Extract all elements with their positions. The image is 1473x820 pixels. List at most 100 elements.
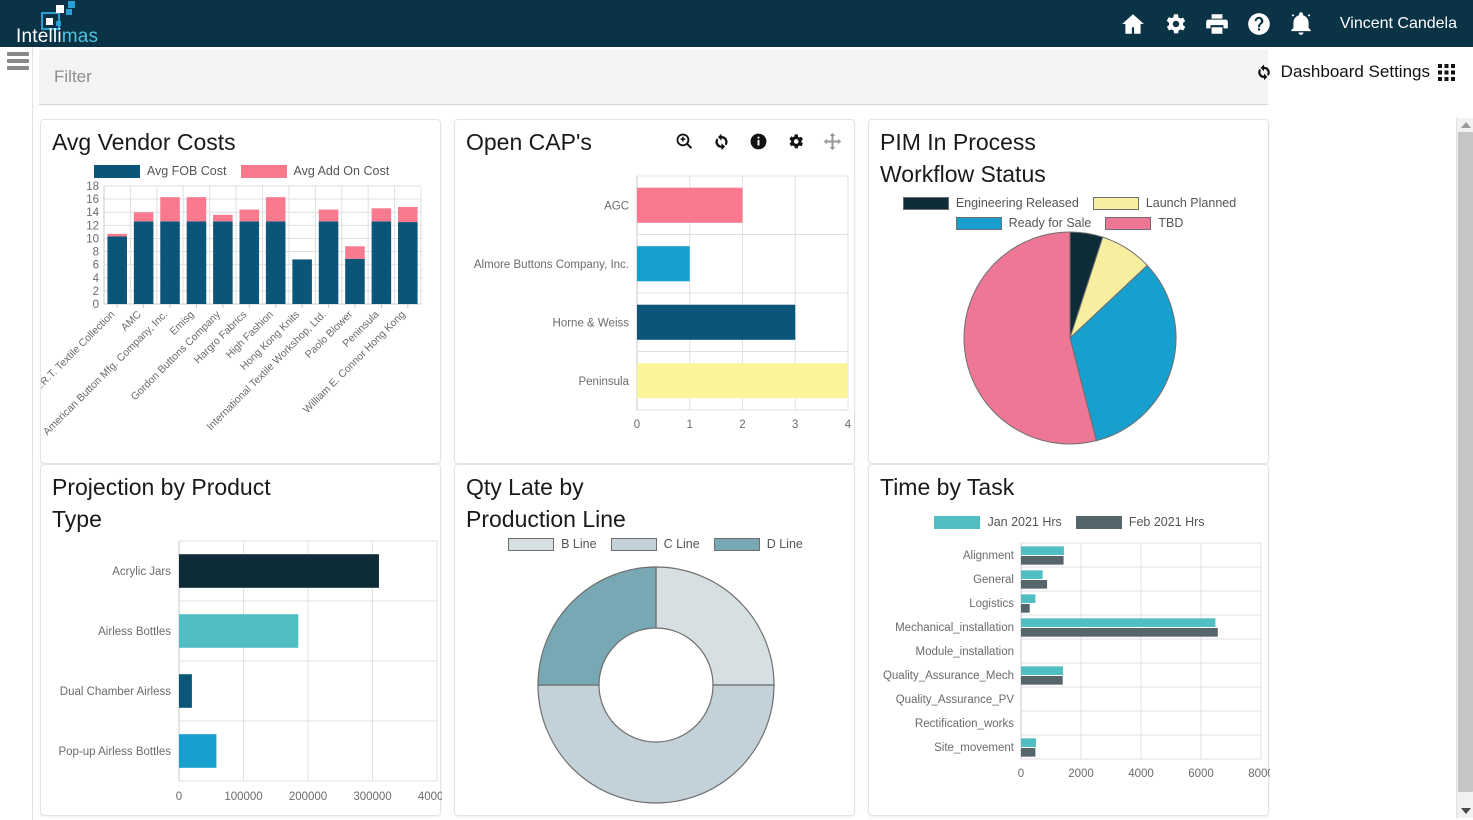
bar[interactable] bbox=[1021, 546, 1064, 555]
qty-late-donut-chart[interactable] bbox=[455, 561, 856, 817]
bar[interactable] bbox=[637, 187, 743, 223]
axis-tick-label: 8000 bbox=[1248, 768, 1270, 780]
pim-workflow-pie-chart[interactable] bbox=[869, 230, 1270, 462]
bar-segment[interactable] bbox=[371, 221, 392, 304]
menu-toggle-button[interactable] bbox=[7, 50, 29, 72]
bar[interactable] bbox=[179, 614, 299, 648]
refresh-icon[interactable] bbox=[1255, 63, 1273, 81]
bar-segment[interactable] bbox=[239, 221, 260, 304]
bar[interactable] bbox=[179, 734, 217, 768]
bar[interactable] bbox=[1021, 628, 1218, 637]
legend-item[interactable]: Avg Add On Cost bbox=[240, 164, 389, 178]
scroll-up-arrow[interactable] bbox=[1457, 118, 1473, 132]
panel-title: Projection by Product Type bbox=[52, 474, 271, 532]
gear-icon[interactable] bbox=[1162, 11, 1188, 37]
bar-segment[interactable] bbox=[345, 246, 365, 259]
bar[interactable] bbox=[637, 304, 796, 340]
chart-legend: Engineering Released Launch Planned Read… bbox=[899, 196, 1240, 230]
scroll-down-arrow[interactable] bbox=[1457, 804, 1473, 818]
filter-input[interactable] bbox=[39, 66, 1268, 88]
grid-apps-icon[interactable] bbox=[1438, 63, 1455, 81]
left-sidebar bbox=[0, 47, 33, 820]
bar[interactable] bbox=[1021, 556, 1064, 565]
legend-item[interactable]: TBD bbox=[1105, 216, 1183, 230]
donut-slice[interactable] bbox=[537, 684, 775, 804]
legend-item[interactable]: B Line bbox=[508, 537, 597, 551]
pie-slice[interactable] bbox=[963, 231, 1097, 445]
bar-segment[interactable] bbox=[318, 209, 339, 222]
bar[interactable] bbox=[1021, 618, 1216, 627]
legend-item[interactable]: Ready for Sale bbox=[955, 216, 1091, 230]
legend-item[interactable]: Feb 2021 Hrs bbox=[1075, 515, 1205, 529]
bar[interactable] bbox=[1021, 594, 1036, 603]
bell-icon[interactable] bbox=[1288, 11, 1314, 37]
bar-segment[interactable] bbox=[107, 233, 127, 237]
bar[interactable] bbox=[1021, 748, 1036, 757]
legend-item[interactable]: Avg FOB Cost bbox=[93, 164, 227, 178]
time-by-task-chart[interactable]: 0 2000 4000 6000 8000 Alignment General Logisti… bbox=[869, 537, 1270, 815]
bar-segment[interactable] bbox=[186, 197, 207, 222]
axis-tick-label: 400000 bbox=[418, 791, 442, 803]
printer-icon[interactable] bbox=[1204, 11, 1230, 37]
bar[interactable] bbox=[1021, 570, 1043, 579]
bar[interactable] bbox=[1021, 580, 1048, 589]
gear-icon[interactable] bbox=[786, 132, 805, 151]
hamburger-bar bbox=[7, 66, 29, 70]
help-icon[interactable] bbox=[1246, 11, 1272, 37]
bar-segment[interactable] bbox=[265, 197, 286, 222]
axis-tick-label: Quality_Assurance_Mech bbox=[883, 670, 1014, 682]
bar-segment[interactable] bbox=[160, 221, 180, 304]
bar-segment[interactable] bbox=[371, 208, 392, 222]
axis-tick-label: Quality_Assurance_PV bbox=[896, 694, 1015, 706]
dashboard-settings-button[interactable]: Dashboard Settings bbox=[1255, 62, 1455, 82]
bar-segment[interactable] bbox=[213, 214, 233, 222]
bar[interactable] bbox=[1021, 676, 1063, 685]
filter-bar bbox=[39, 50, 1268, 105]
bar-segment[interactable] bbox=[133, 221, 154, 304]
bar[interactable] bbox=[179, 674, 192, 708]
bar[interactable] bbox=[1021, 666, 1063, 675]
bar-segment[interactable] bbox=[398, 206, 418, 223]
bar-segment[interactable] bbox=[398, 222, 418, 304]
projection-by-product-type-chart[interactable]: 0 100000 200000 300000 400000 Acrylic Jars Air… bbox=[41, 533, 442, 815]
scrollbar-thumb[interactable] bbox=[1458, 132, 1473, 792]
legend-item[interactable]: Jan 2021 Hrs bbox=[934, 515, 1062, 529]
pie-slice[interactable] bbox=[1069, 264, 1177, 442]
legend-label: Jan 2021 Hrs bbox=[987, 515, 1062, 529]
donut-slice[interactable] bbox=[655, 566, 775, 686]
vertical-scrollbar[interactable] bbox=[1456, 118, 1473, 818]
refresh-icon[interactable] bbox=[712, 132, 731, 151]
bar-segment[interactable] bbox=[133, 212, 154, 222]
bar-segment[interactable] bbox=[239, 209, 260, 222]
legend-swatch bbox=[955, 216, 1002, 230]
panel-time-by-task: Time by Task Jan 2021 Hrs Feb 2021 Hrs 0… bbox=[868, 464, 1270, 816]
bar-segment[interactable] bbox=[186, 221, 207, 304]
user-name[interactable]: Vincent Candela bbox=[1339, 14, 1457, 32]
bar[interactable] bbox=[637, 363, 848, 399]
bar-segment[interactable] bbox=[213, 221, 233, 304]
legend-item[interactable]: D Line bbox=[713, 537, 803, 551]
bar[interactable] bbox=[1021, 604, 1030, 613]
home-icon[interactable] bbox=[1120, 11, 1146, 37]
move-icon[interactable] bbox=[823, 132, 842, 151]
bar-segment[interactable] bbox=[107, 236, 127, 304]
axis-tick-label: Acrylic Jars bbox=[112, 566, 171, 578]
bar-segment[interactable] bbox=[318, 221, 339, 304]
legend-item[interactable]: Engineering Released bbox=[902, 196, 1079, 210]
bar-segment[interactable] bbox=[345, 258, 365, 304]
zoom-in-icon[interactable] bbox=[675, 132, 694, 151]
bar[interactable] bbox=[1021, 738, 1036, 747]
bar-segment[interactable] bbox=[292, 259, 312, 304]
bar[interactable] bbox=[637, 246, 690, 282]
donut-slice[interactable] bbox=[537, 566, 657, 686]
legend-item[interactable]: Launch Planned bbox=[1092, 196, 1236, 210]
app-logo[interactable]: Intellimas bbox=[8, 0, 138, 47]
axis-tick-label: 0 bbox=[93, 299, 99, 311]
bar-segment[interactable] bbox=[160, 197, 180, 222]
bar-segment[interactable] bbox=[265, 221, 286, 304]
open-caps-chart[interactable]: 0 1 2 3 4 AGC Almore Buttons Company, Inc. Horn… bbox=[455, 162, 856, 462]
bar[interactable] bbox=[179, 554, 379, 588]
legend-item[interactable]: C Line bbox=[610, 537, 700, 551]
info-icon[interactable] bbox=[749, 132, 768, 151]
